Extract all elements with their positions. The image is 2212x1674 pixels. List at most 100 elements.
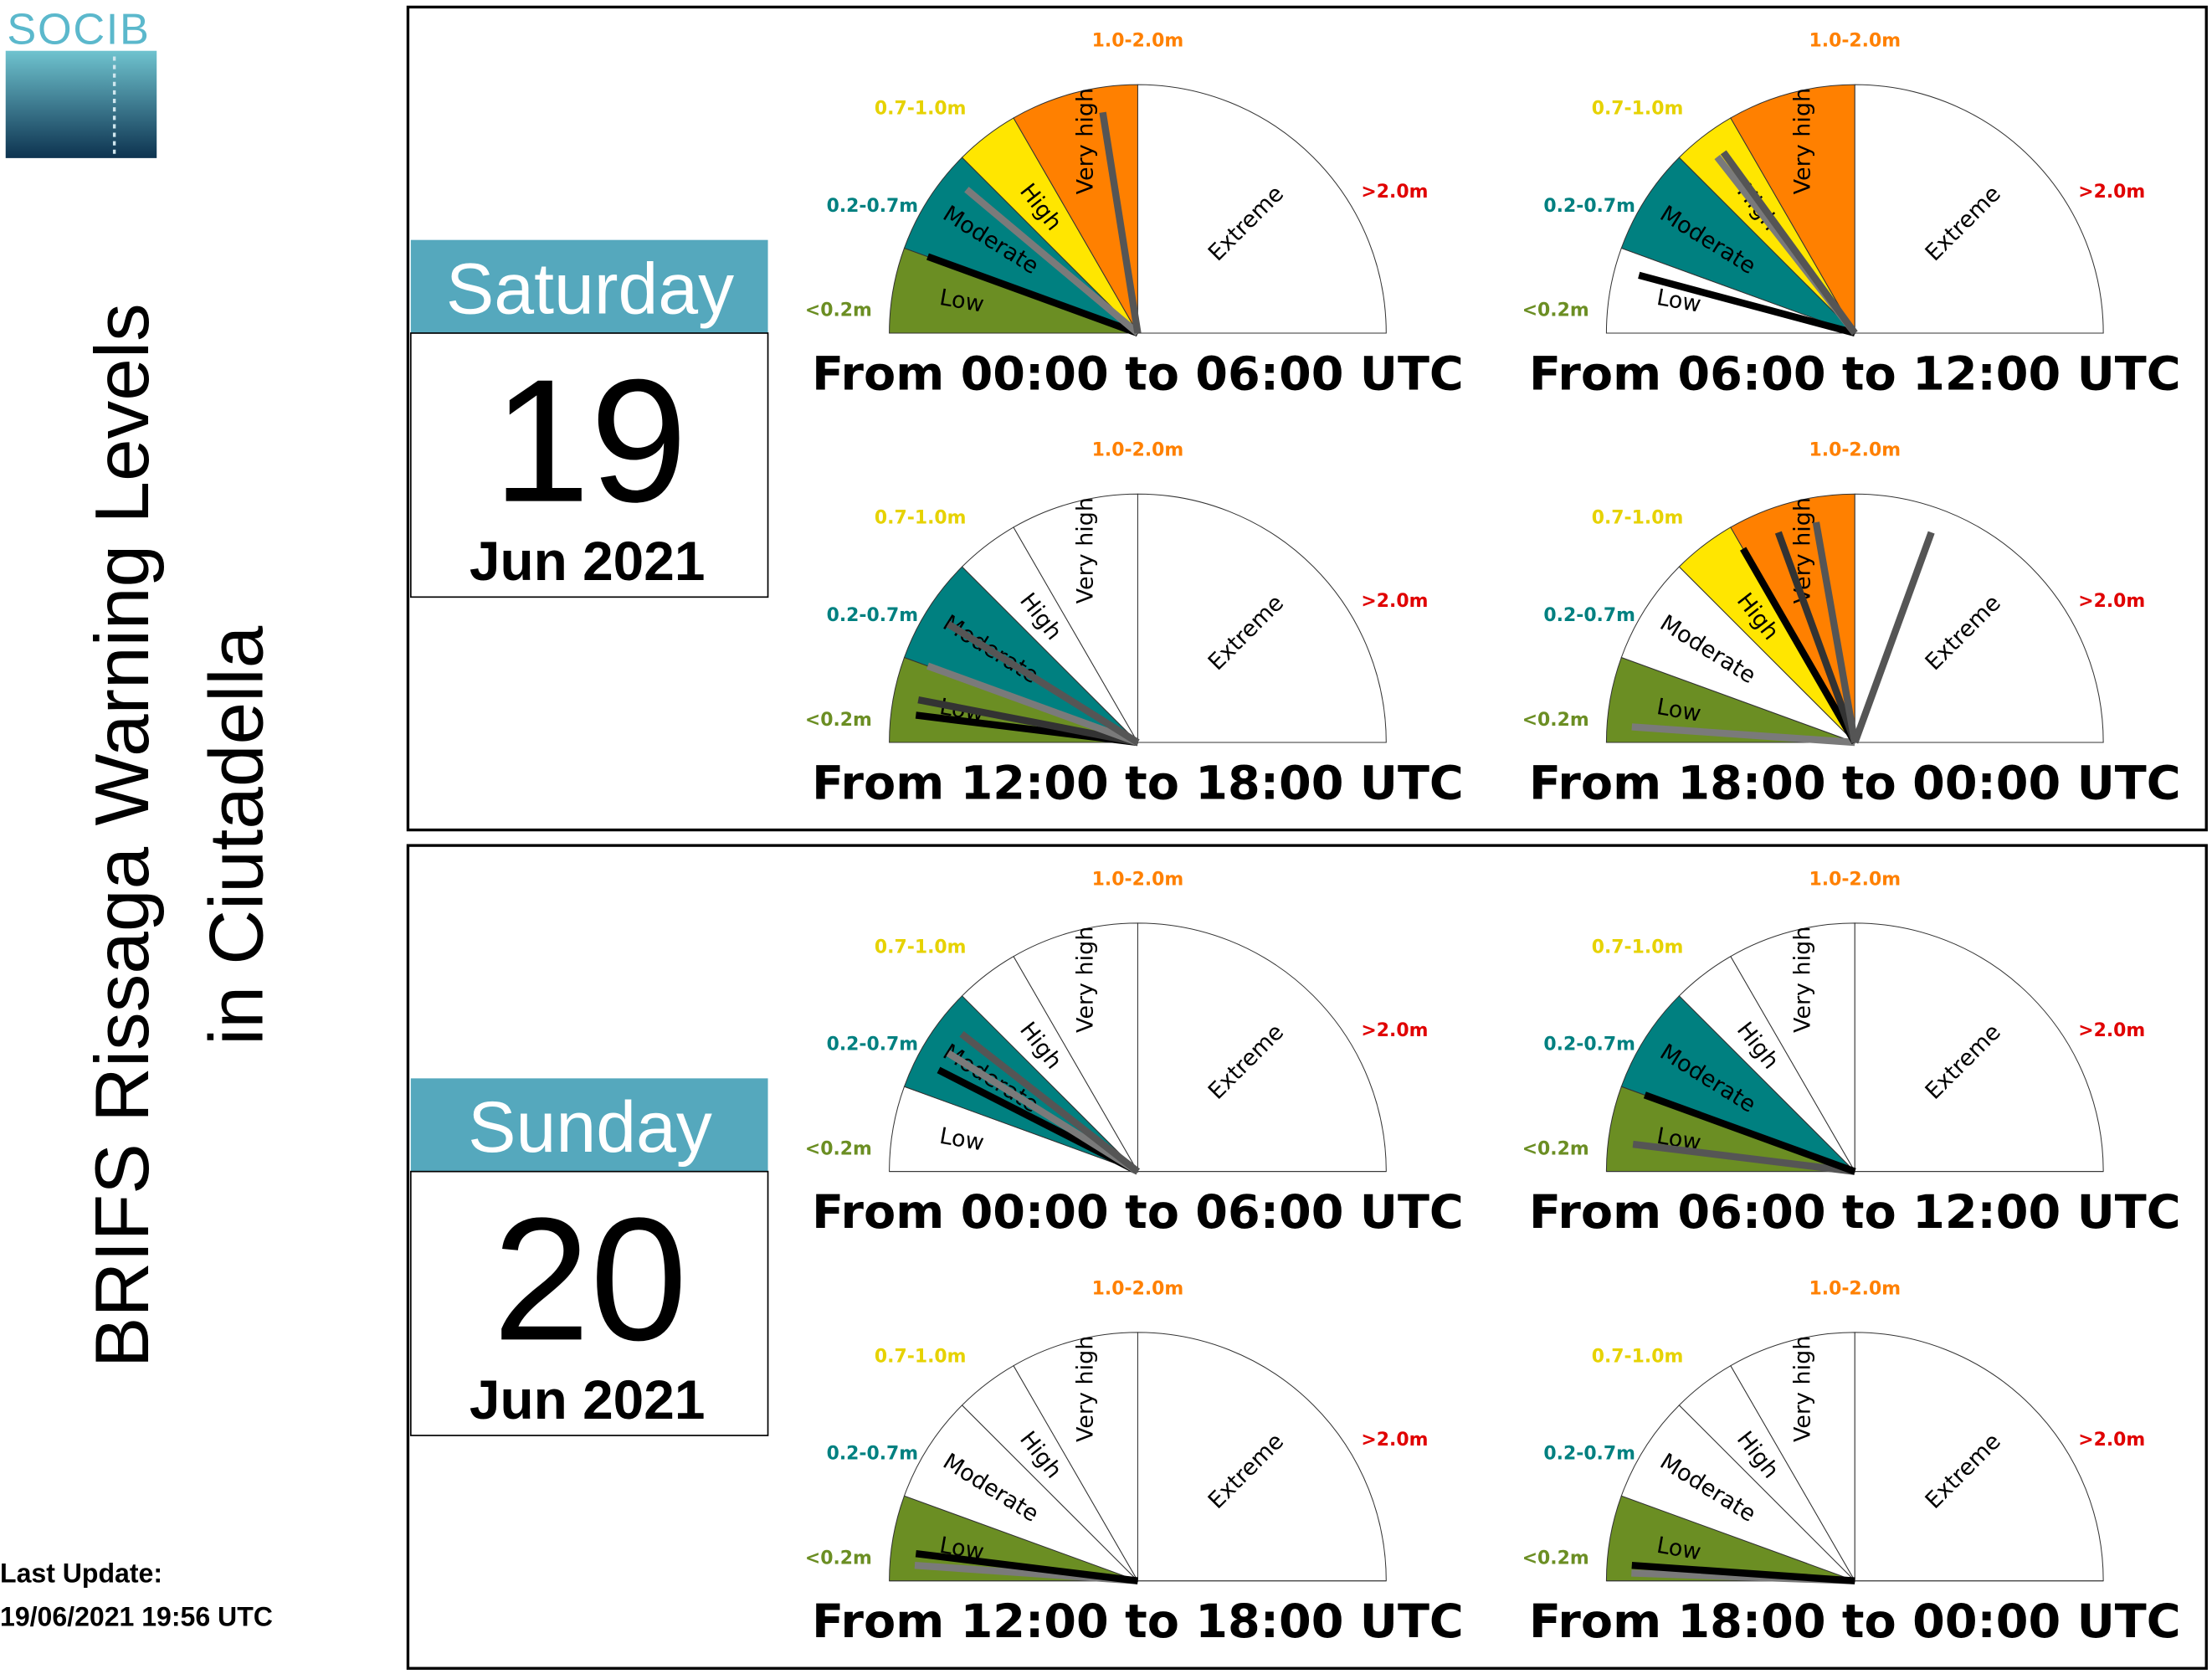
period-label: From 06:00 to 12:00 UTC [1529, 1185, 2181, 1240]
range-label-extreme: >2.0m [2078, 591, 2145, 612]
wedge-moderate [903, 157, 1138, 334]
range-label-high: 0.7-1.0m [1592, 99, 1684, 120]
range-label-extreme: >2.0m [1361, 182, 1428, 203]
gauge-needle [946, 620, 1140, 746]
calendar-header [410, 1078, 768, 1172]
range-label-high: 0.7-1.0m [875, 937, 967, 958]
wedge-extreme [1137, 922, 1387, 1173]
wedge-very-high [1730, 1332, 1855, 1583]
gauge-needle [1643, 1091, 1856, 1175]
range-label-very-high: 1.0-2.0m [1809, 869, 1901, 890]
gauge-needle [1632, 1140, 1855, 1175]
level-label-very-high: Very high [1789, 927, 1815, 1033]
wedge-extreme [1137, 493, 1387, 743]
wedge-moderate [1620, 995, 1855, 1173]
calendar-body [409, 1170, 769, 1436]
day-number: 20 [493, 1182, 688, 1377]
month-year: Jun 2021 [470, 1368, 706, 1430]
wedge-extreme [1137, 84, 1387, 334]
range-label-low: <0.2m [1522, 710, 1589, 731]
day-panel-frame [406, 5, 2208, 832]
range-label-very-high: 1.0-2.0m [1092, 31, 1184, 52]
range-label-moderate: 0.2-0.7m [1543, 196, 1635, 217]
gauge-needle [1740, 547, 1858, 745]
calendar-card: Saturday 19 Jun 2021 [409, 239, 769, 598]
wedge-extreme [1854, 84, 2104, 334]
month-year: Jun 2021 [470, 530, 706, 592]
range-label-high: 0.7-1.0m [1592, 508, 1684, 529]
gauge-needle [926, 662, 1139, 746]
gauge-needle [1812, 521, 1859, 743]
range-label-high: 0.7-1.0m [1592, 937, 1684, 958]
gauge-needle [1774, 531, 1859, 744]
gauge-needle [946, 1050, 1140, 1175]
wedge-very-high [1730, 922, 1855, 1173]
day-number: 19 [493, 344, 688, 539]
wedge-moderate [1620, 566, 1855, 743]
range-label-very-high: 1.0-2.0m [1092, 1278, 1184, 1299]
wedge-extreme [1137, 1332, 1387, 1582]
period-label: From 00:00 to 06:00 UTC [812, 347, 1464, 401]
calendar-header [410, 239, 768, 333]
gauge-needle [1638, 271, 1856, 337]
gauge-needle [1631, 723, 1855, 747]
wedge-extreme [1854, 922, 2104, 1173]
level-label-very-high: Very high [1073, 1336, 1099, 1442]
wedge-very-high [1730, 84, 1855, 335]
range-label-low: <0.2m [1522, 300, 1589, 321]
logo-text: SOCIB [7, 5, 150, 54]
period-label: From 12:00 to 18:00 UTC [812, 1594, 1464, 1649]
level-label-very-high: Very high [1789, 88, 1815, 194]
last-update-label: Last Update: [0, 1558, 162, 1588]
socib-logo: SOCIB [5, 5, 157, 158]
range-label-low: <0.2m [1522, 1548, 1589, 1569]
day-name: Saturday [446, 249, 734, 329]
range-label-very-high: 1.0-2.0m [1809, 440, 1901, 461]
range-label-extreme: >2.0m [1361, 1430, 1428, 1451]
level-label-very-high: Very high [1073, 497, 1099, 603]
range-label-low: <0.2m [805, 300, 872, 321]
range-label-low: <0.2m [805, 710, 872, 731]
range-label-very-high: 1.0-2.0m [1092, 440, 1184, 461]
range-label-extreme: >2.0m [1361, 1020, 1428, 1041]
period-label: From 18:00 to 00:00 UTC [1529, 756, 2181, 810]
gauge-needle [959, 1030, 1141, 1174]
gauge-needle [1851, 531, 1935, 744]
wedge-moderate [1620, 157, 1855, 334]
range-label-high: 0.7-1.0m [1592, 1346, 1684, 1367]
last-update-value: 19/06/2021 19:56 UTC [0, 1602, 273, 1632]
day-panel-frame [406, 844, 2208, 1670]
figure-title-line2: in Ciutadella [195, 625, 280, 1045]
range-label-extreme: >2.0m [2078, 1430, 2145, 1451]
range-label-very-high: 1.0-2.0m [1092, 869, 1184, 890]
range-label-extreme: >2.0m [1361, 591, 1428, 612]
range-label-moderate: 0.2-0.7m [1543, 1444, 1635, 1465]
range-label-moderate: 0.2-0.7m [827, 605, 919, 626]
wedge-moderate [903, 566, 1138, 743]
range-label-high: 0.7-1.0m [875, 99, 967, 120]
range-label-high: 0.7-1.0m [875, 508, 967, 529]
range-label-low: <0.2m [805, 1548, 872, 1569]
range-label-high: 0.7-1.0m [875, 1346, 967, 1367]
level-label-very-high: Very high [1073, 927, 1099, 1033]
range-label-moderate: 0.2-0.7m [1543, 605, 1635, 626]
calendar-card: Sunday 20 Jun 2021 [409, 1078, 769, 1436]
range-label-moderate: 0.2-0.7m [827, 1444, 919, 1465]
gauge-needle [1099, 111, 1142, 334]
level-label-very-high: Very high [1789, 1336, 1815, 1442]
wedge-very-high [1013, 493, 1138, 744]
wedge-very-high [1013, 1332, 1138, 1583]
day-panel-1: Saturday 19 Jun 2021 LowModerateHighVery… [406, 5, 2208, 832]
range-label-moderate: 0.2-0.7m [827, 1035, 919, 1055]
gauge-needle [1720, 150, 1858, 336]
range-label-very-high: 1.0-2.0m [1809, 31, 1901, 52]
range-label-moderate: 0.2-0.7m [827, 196, 919, 217]
level-label-very-high: Very high [1789, 497, 1815, 603]
